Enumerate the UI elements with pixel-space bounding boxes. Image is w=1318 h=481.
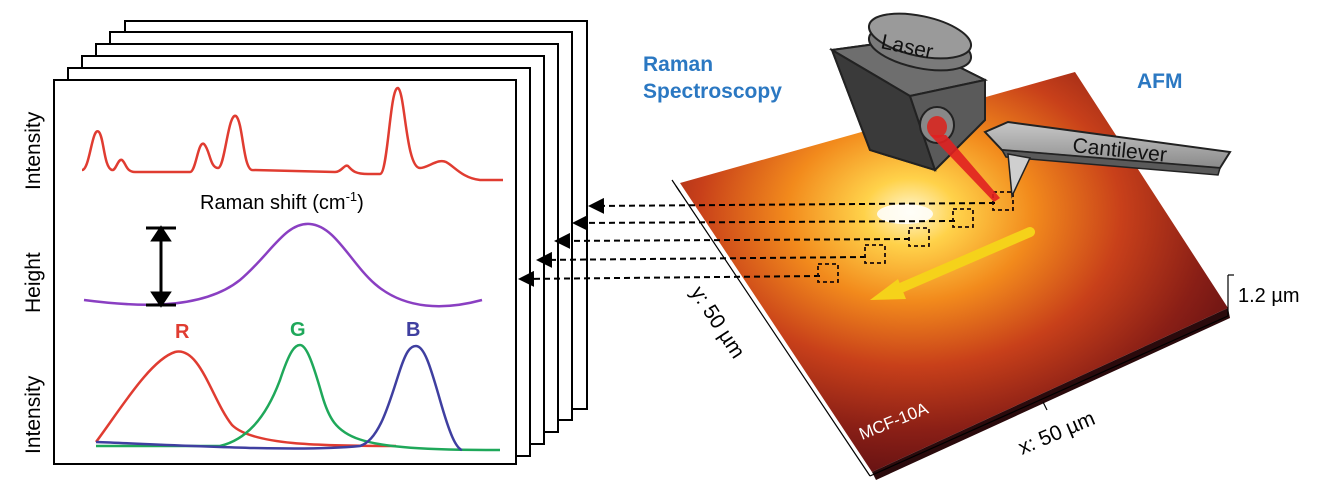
intensity-label-top: Intensity <box>22 111 45 190</box>
raman-spectrum-curve <box>81 86 503 182</box>
afm-title: AFM <box>1137 70 1183 93</box>
height-double-arrow <box>146 225 176 308</box>
scan-direction-arrow <box>870 227 1035 300</box>
channel-label-r: R <box>175 321 190 343</box>
height-profile-curve <box>83 222 483 308</box>
channel-label-b: B <box>406 319 420 341</box>
height-label: Height <box>22 252 45 313</box>
green-channel-curve <box>96 343 501 452</box>
red-channel-curve <box>94 350 397 448</box>
z-axis-label: 1.2 µm <box>1238 285 1300 307</box>
raman-title-line2: Spectroscopy <box>643 80 782 103</box>
stacked-frames <box>53 20 588 465</box>
front-frame <box>53 79 517 465</box>
blue-channel-curve <box>95 344 463 452</box>
y-axis-label: y: 50 µm <box>686 282 749 362</box>
raman-title-line1: Raman <box>643 53 713 76</box>
afm-heatmap <box>680 72 1230 480</box>
scan-points <box>817 191 1014 283</box>
channel-label-g: G <box>290 319 306 341</box>
sample-axes <box>671 179 1234 477</box>
dashed-arrows <box>518 197 996 287</box>
raman-shift-label: Raman shift (cm-1) <box>200 189 364 214</box>
x-axis-label: x: 50 µm <box>1015 407 1099 460</box>
intensity-label-bottom: Intensity <box>22 375 45 454</box>
cantilever-icon <box>983 120 1232 199</box>
laser-beam <box>930 135 1000 202</box>
